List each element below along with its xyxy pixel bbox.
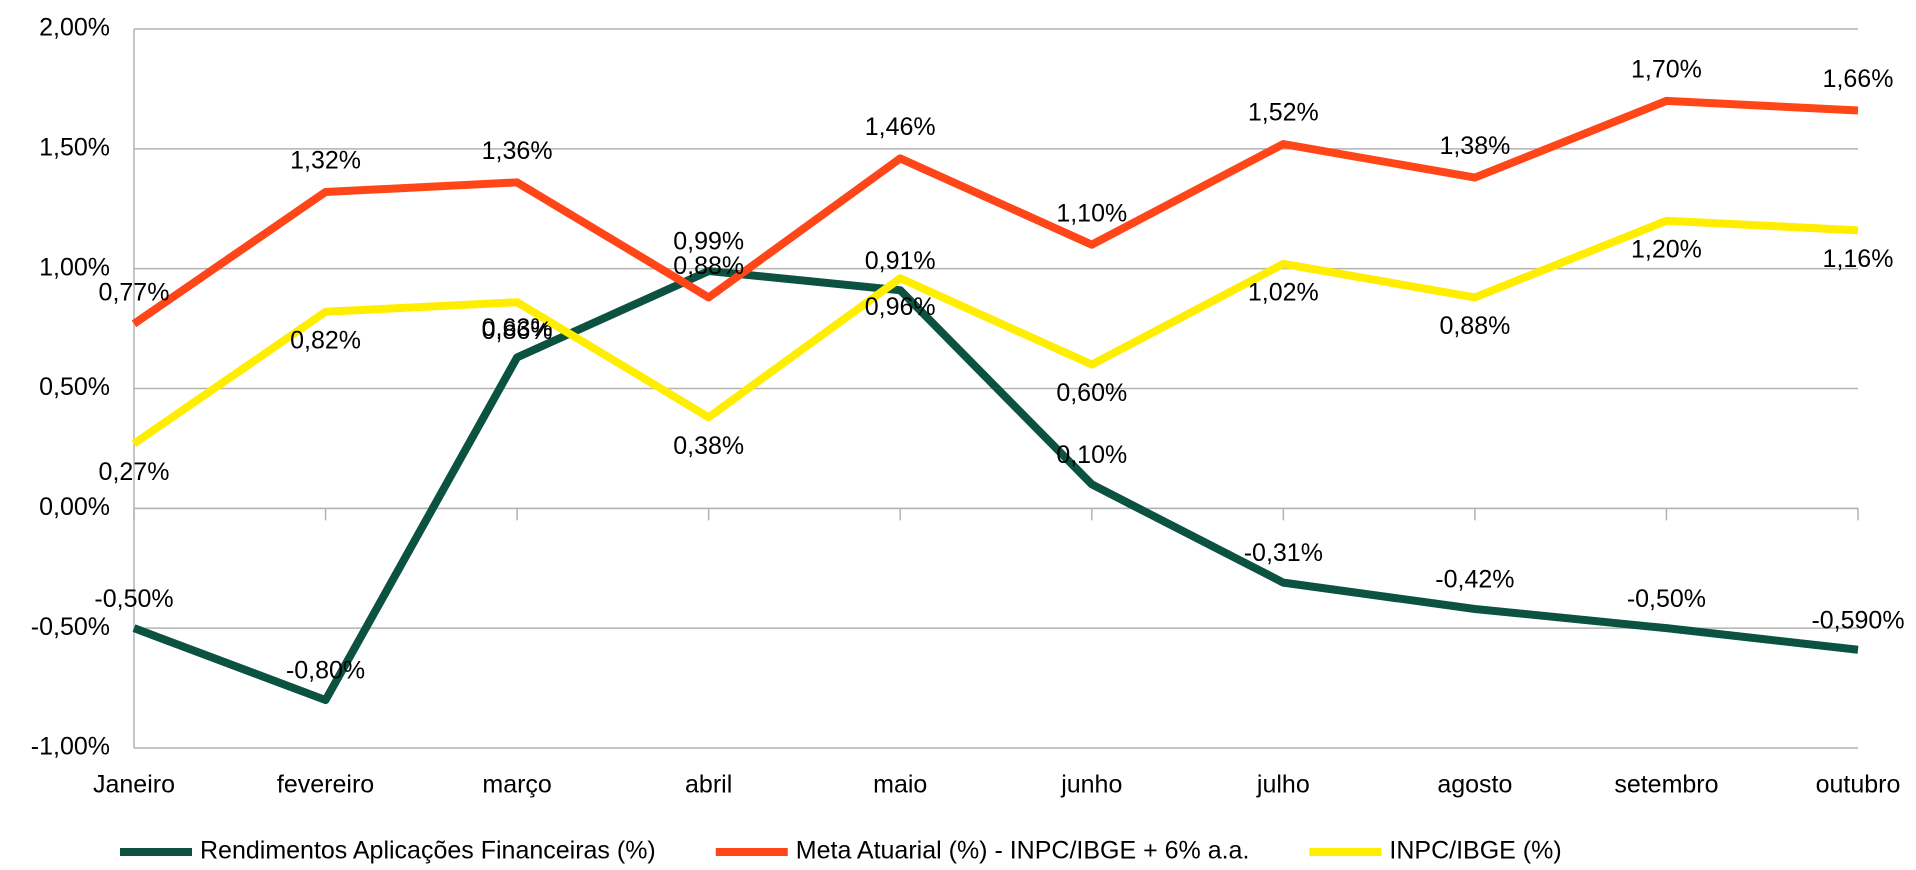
data-label: 1,16% <box>1823 245 1894 273</box>
legend-label: Rendimentos Aplicações Financeiras (%) <box>200 837 656 865</box>
data-label: 1,66% <box>1823 65 1894 93</box>
data-label: 0,86% <box>482 317 553 345</box>
data-label: 0,99% <box>673 228 744 256</box>
data-label: 1,20% <box>1631 235 1702 263</box>
data-label: 0,27% <box>99 458 170 486</box>
y-tick-label: 0,00% <box>39 493 110 521</box>
x-tick-label: julho <box>1256 771 1310 799</box>
data-label: 1,32% <box>290 147 361 175</box>
x-tick-label: agosto <box>1437 771 1512 799</box>
series-line <box>132 267 1859 705</box>
data-label: 0,88% <box>673 252 744 280</box>
data-label: 0,60% <box>1056 379 1127 407</box>
series-line <box>131 96 1859 328</box>
data-label: 0,91% <box>865 247 936 275</box>
data-label: 0,88% <box>1439 312 1510 340</box>
y-tick-label: -1,00% <box>31 733 110 761</box>
series-line <box>131 216 1859 447</box>
data-label: 1,38% <box>1439 132 1510 160</box>
data-label: -0,80% <box>286 657 365 685</box>
data-label: 1,52% <box>1248 99 1319 127</box>
data-label: -0,31% <box>1244 539 1323 567</box>
data-label: 0,82% <box>290 326 361 354</box>
x-tick-label: junho <box>1060 771 1122 799</box>
x-tick-label: maio <box>873 771 927 799</box>
data-label: 0,38% <box>673 432 744 460</box>
x-tick-label: abril <box>685 771 732 799</box>
data-label: 1,10% <box>1056 199 1127 227</box>
x-tick-label: Janeiro <box>93 771 175 799</box>
y-tick-label: 2,00% <box>39 14 110 42</box>
data-label: 0,77% <box>99 278 170 306</box>
data-label: 0,96% <box>865 293 936 321</box>
data-label: 1,70% <box>1631 56 1702 84</box>
y-tick-label: 0,50% <box>39 373 110 401</box>
x-tick-label: fevereiro <box>277 771 374 799</box>
legend-label: INPC/IBGE (%) <box>1389 837 1561 865</box>
x-tick-label: março <box>482 771 551 799</box>
x-tick-label: outubro <box>1816 771 1901 799</box>
data-label: 1,36% <box>482 137 553 165</box>
data-label: 1,02% <box>1248 278 1319 306</box>
data-label: -0,50% <box>1627 585 1706 613</box>
y-tick-label: 1,50% <box>39 133 110 161</box>
data-label: -0,50% <box>94 585 173 613</box>
data-label: -0,42% <box>1435 566 1514 594</box>
legend-label: Meta Atuarial (%) - INPC/IBGE + 6% a.a. <box>796 837 1250 865</box>
y-tick-label: -0,50% <box>31 613 110 641</box>
y-tick-label: 1,00% <box>39 253 110 281</box>
data-label: 1,46% <box>865 113 936 141</box>
data-label: -0,590% <box>1811 606 1904 634</box>
x-tick-label: setembro <box>1614 771 1718 799</box>
data-label: 0,10% <box>1056 441 1127 469</box>
